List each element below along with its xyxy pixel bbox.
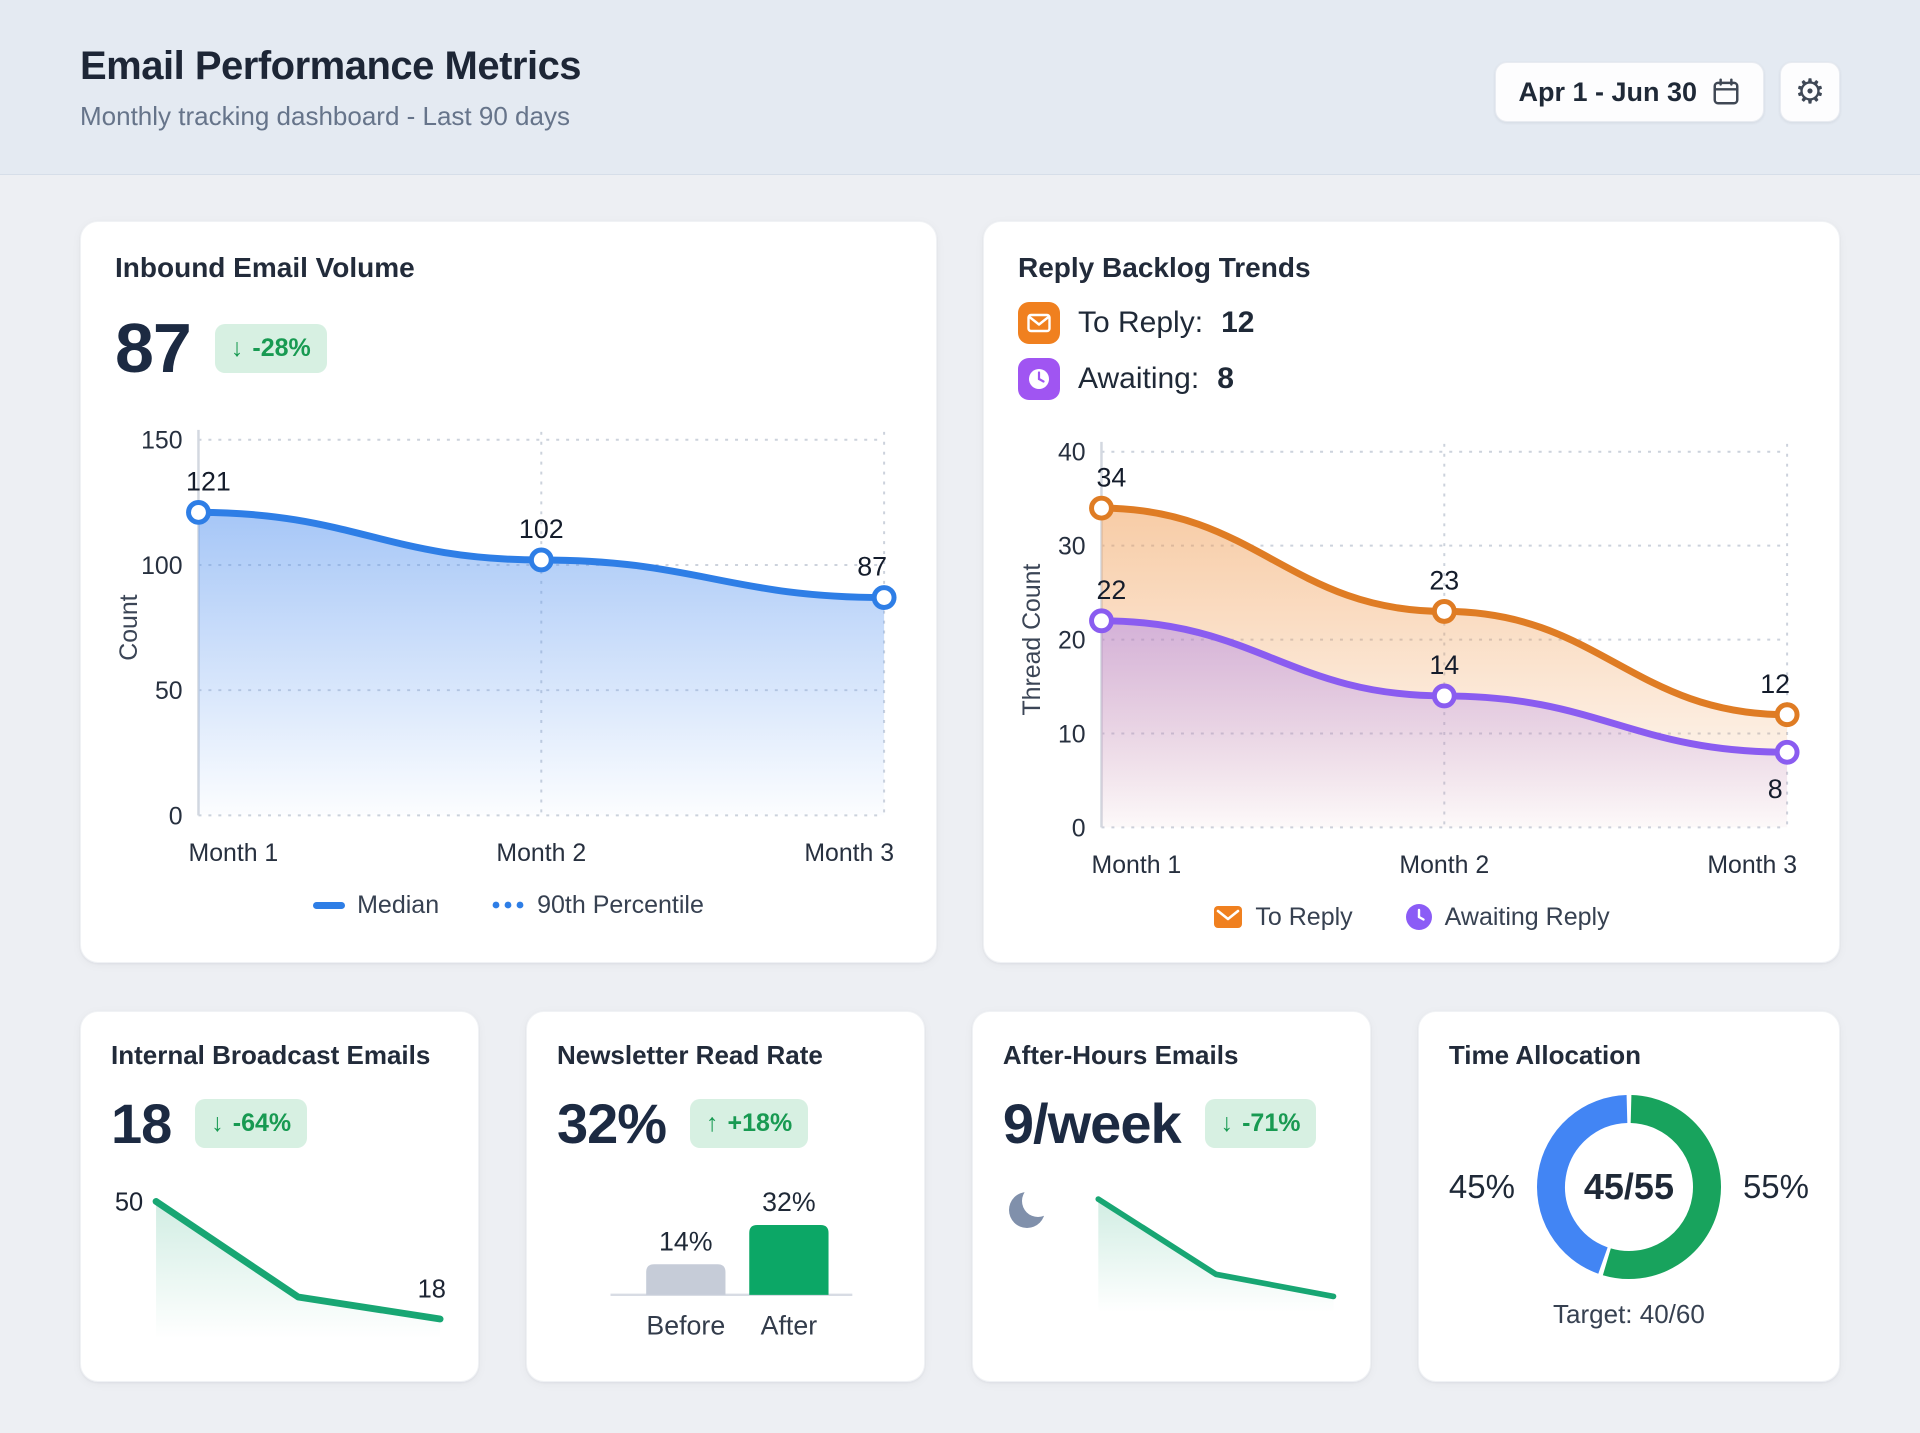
inbound-volume-chart: 0 50 100 150 Count Month 1 Month 2 Month 3 121 10… [115, 404, 902, 881]
legend-item-to-reply: To Reply [1213, 903, 1353, 932]
after-hours-value: 9/week [1002, 1091, 1182, 1155]
dashboard-body: Inbound Email Volume 87 ↓ -28% 0 50 100 150… [0, 175, 1920, 1383]
donut-left-label: 45% [1448, 1167, 1515, 1205]
envelope-icon [1018, 302, 1060, 344]
svg-text:0: 0 [169, 803, 183, 830]
inbound-volume-card: Inbound Email Volume 87 ↓ -28% 0 50 100 150… [80, 221, 937, 963]
inbound-volume-title: Inbound Email Volume [115, 252, 415, 283]
newsletter-read-rate-card: Newsletter Read Rate 32% ↑ +18% 14% Befor… [525, 1010, 925, 1383]
legend-item-median: Median [313, 891, 439, 920]
settings-button[interactable]: ⚙ [1780, 62, 1840, 122]
svg-text:30: 30 [1058, 534, 1086, 561]
svg-text:Thread Count: Thread Count [1019, 564, 1046, 716]
stat-awaiting: Awaiting: 8 [1018, 358, 1805, 400]
stat-value: 8 [1217, 362, 1234, 395]
page-header: Email Performance Metrics Monthly tracki… [0, 0, 1920, 175]
calendar-icon [1711, 77, 1741, 107]
donut-center-label: 45/55 [1583, 1165, 1674, 1207]
legend-item-90th-percentile: 90th Percentile [491, 891, 704, 920]
time-allocation-donut [1531, 1089, 1727, 1290]
svg-text:20: 20 [1058, 628, 1086, 655]
legend-item-awaiting-reply: Awaiting Reply [1405, 903, 1610, 932]
svg-text:100: 100 [141, 553, 182, 580]
svg-text:32%: 32% [762, 1187, 816, 1217]
page-title: Email Performance Metrics [80, 44, 582, 88]
newsletter-read-rate-title: Newsletter Read Rate [556, 1039, 823, 1070]
clock-icon [1405, 903, 1433, 931]
svg-text:50: 50 [115, 1188, 143, 1216]
stat-label: Awaiting: [1078, 362, 1200, 395]
svg-text:Count: Count [116, 594, 143, 660]
svg-text:150: 150 [141, 428, 182, 455]
stat-label: To Reply: [1078, 306, 1204, 339]
svg-text:34: 34 [1096, 462, 1126, 492]
svg-text:Month 3: Month 3 [804, 840, 894, 867]
newsletter-read-rate-badge: ↑ +18% [690, 1098, 809, 1148]
internal-broadcast-value: 18 [111, 1091, 172, 1155]
svg-text:Month 2: Month 2 [496, 840, 586, 867]
target-label: Target: 40/60 [1553, 1298, 1705, 1329]
svg-text:40: 40 [1058, 440, 1086, 467]
gear-icon: ⚙ [1794, 73, 1826, 111]
after-hours-title: After-Hours Emails [1002, 1039, 1239, 1070]
svg-text:102: 102 [519, 514, 564, 544]
backlog-chart-legend: To Reply Awaiting Reply [1018, 903, 1805, 932]
internal-broadcast-card: Internal Broadcast Emails 18 ↓ -64% 50 18 [80, 1010, 479, 1383]
internal-broadcast-badge: ↓ -64% [195, 1098, 308, 1148]
inbound-chart-legend: Median 90th Percentile [115, 891, 902, 920]
stat-value: 12 [1221, 306, 1255, 339]
svg-text:18: 18 [418, 1275, 446, 1303]
inbound-volume-badge: ↓ -28% [214, 323, 327, 373]
header-titles: Email Performance Metrics Monthly tracki… [80, 44, 582, 132]
svg-text:8: 8 [1768, 774, 1783, 804]
envelope-icon [1213, 904, 1243, 930]
internal-broadcast-title: Internal Broadcast Emails [111, 1039, 431, 1070]
arrow-down-icon: ↓ [230, 333, 244, 362]
svg-text:22: 22 [1096, 575, 1126, 605]
moon-icon [1003, 1184, 1053, 1234]
page-subtitle: Monthly tracking dashboard - Last 90 day… [80, 101, 570, 131]
date-range-button[interactable]: Apr 1 - Jun 30 [1495, 62, 1764, 122]
newsletter-bar-chart: 14% Before 32% After [557, 1164, 894, 1353]
svg-text:12: 12 [1760, 669, 1790, 699]
header-controls: Apr 1 - Jun 30 ⚙ [1495, 62, 1840, 122]
date-range-label: Apr 1 - Jun 30 [1518, 76, 1697, 107]
svg-text:23: 23 [1429, 566, 1459, 596]
svg-text:121: 121 [186, 467, 231, 497]
svg-text:14%: 14% [659, 1226, 713, 1256]
donut-right-label: 55% [1742, 1167, 1809, 1205]
stat-to-reply: To Reply: 12 [1018, 302, 1805, 344]
reply-backlog-card: Reply Backlog Trends To Reply: 12 [983, 221, 1840, 963]
clock-icon [1018, 358, 1060, 400]
dotted-line-swatch [491, 900, 525, 910]
svg-text:After: After [761, 1310, 818, 1340]
arrow-down-icon: ↓ [211, 1108, 224, 1137]
svg-text:10: 10 [1058, 721, 1086, 748]
svg-text:Month 2: Month 2 [1399, 852, 1489, 879]
svg-text:Before: Before [646, 1310, 725, 1340]
svg-text:0: 0 [1072, 815, 1086, 842]
arrow-up-icon: ↑ [706, 1108, 719, 1137]
internal-broadcast-sparkline: 50 18 [111, 1176, 448, 1349]
time-allocation-card: Time Allocation 45% 45/55 55% Target: 40… [1417, 1010, 1840, 1383]
reply-backlog-chart: 0 10 20 30 40 Thread Count Month 1 Month 2 Month… [1018, 416, 1805, 893]
svg-text:87: 87 [857, 552, 887, 582]
time-allocation-title: Time Allocation [1448, 1039, 1642, 1070]
inbound-volume-value: 87 [115, 309, 192, 387]
after-hours-card: After-Hours Emails 9/week ↓ -71% [971, 1010, 1371, 1383]
svg-text:14: 14 [1429, 650, 1459, 680]
svg-text:Month 3: Month 3 [1707, 852, 1797, 879]
reply-backlog-title: Reply Backlog Trends [1018, 252, 1311, 283]
after-hours-badge: ↓ -71% [1204, 1098, 1317, 1148]
svg-text:Month 1: Month 1 [189, 840, 279, 867]
after-hours-sparkline [1061, 1178, 1340, 1322]
svg-text:50: 50 [155, 678, 183, 705]
solid-line-swatch [313, 901, 346, 909]
newsletter-read-rate-value: 32% [556, 1091, 667, 1155]
arrow-down-icon: ↓ [1220, 1108, 1234, 1137]
svg-text:Month 1: Month 1 [1092, 852, 1182, 879]
